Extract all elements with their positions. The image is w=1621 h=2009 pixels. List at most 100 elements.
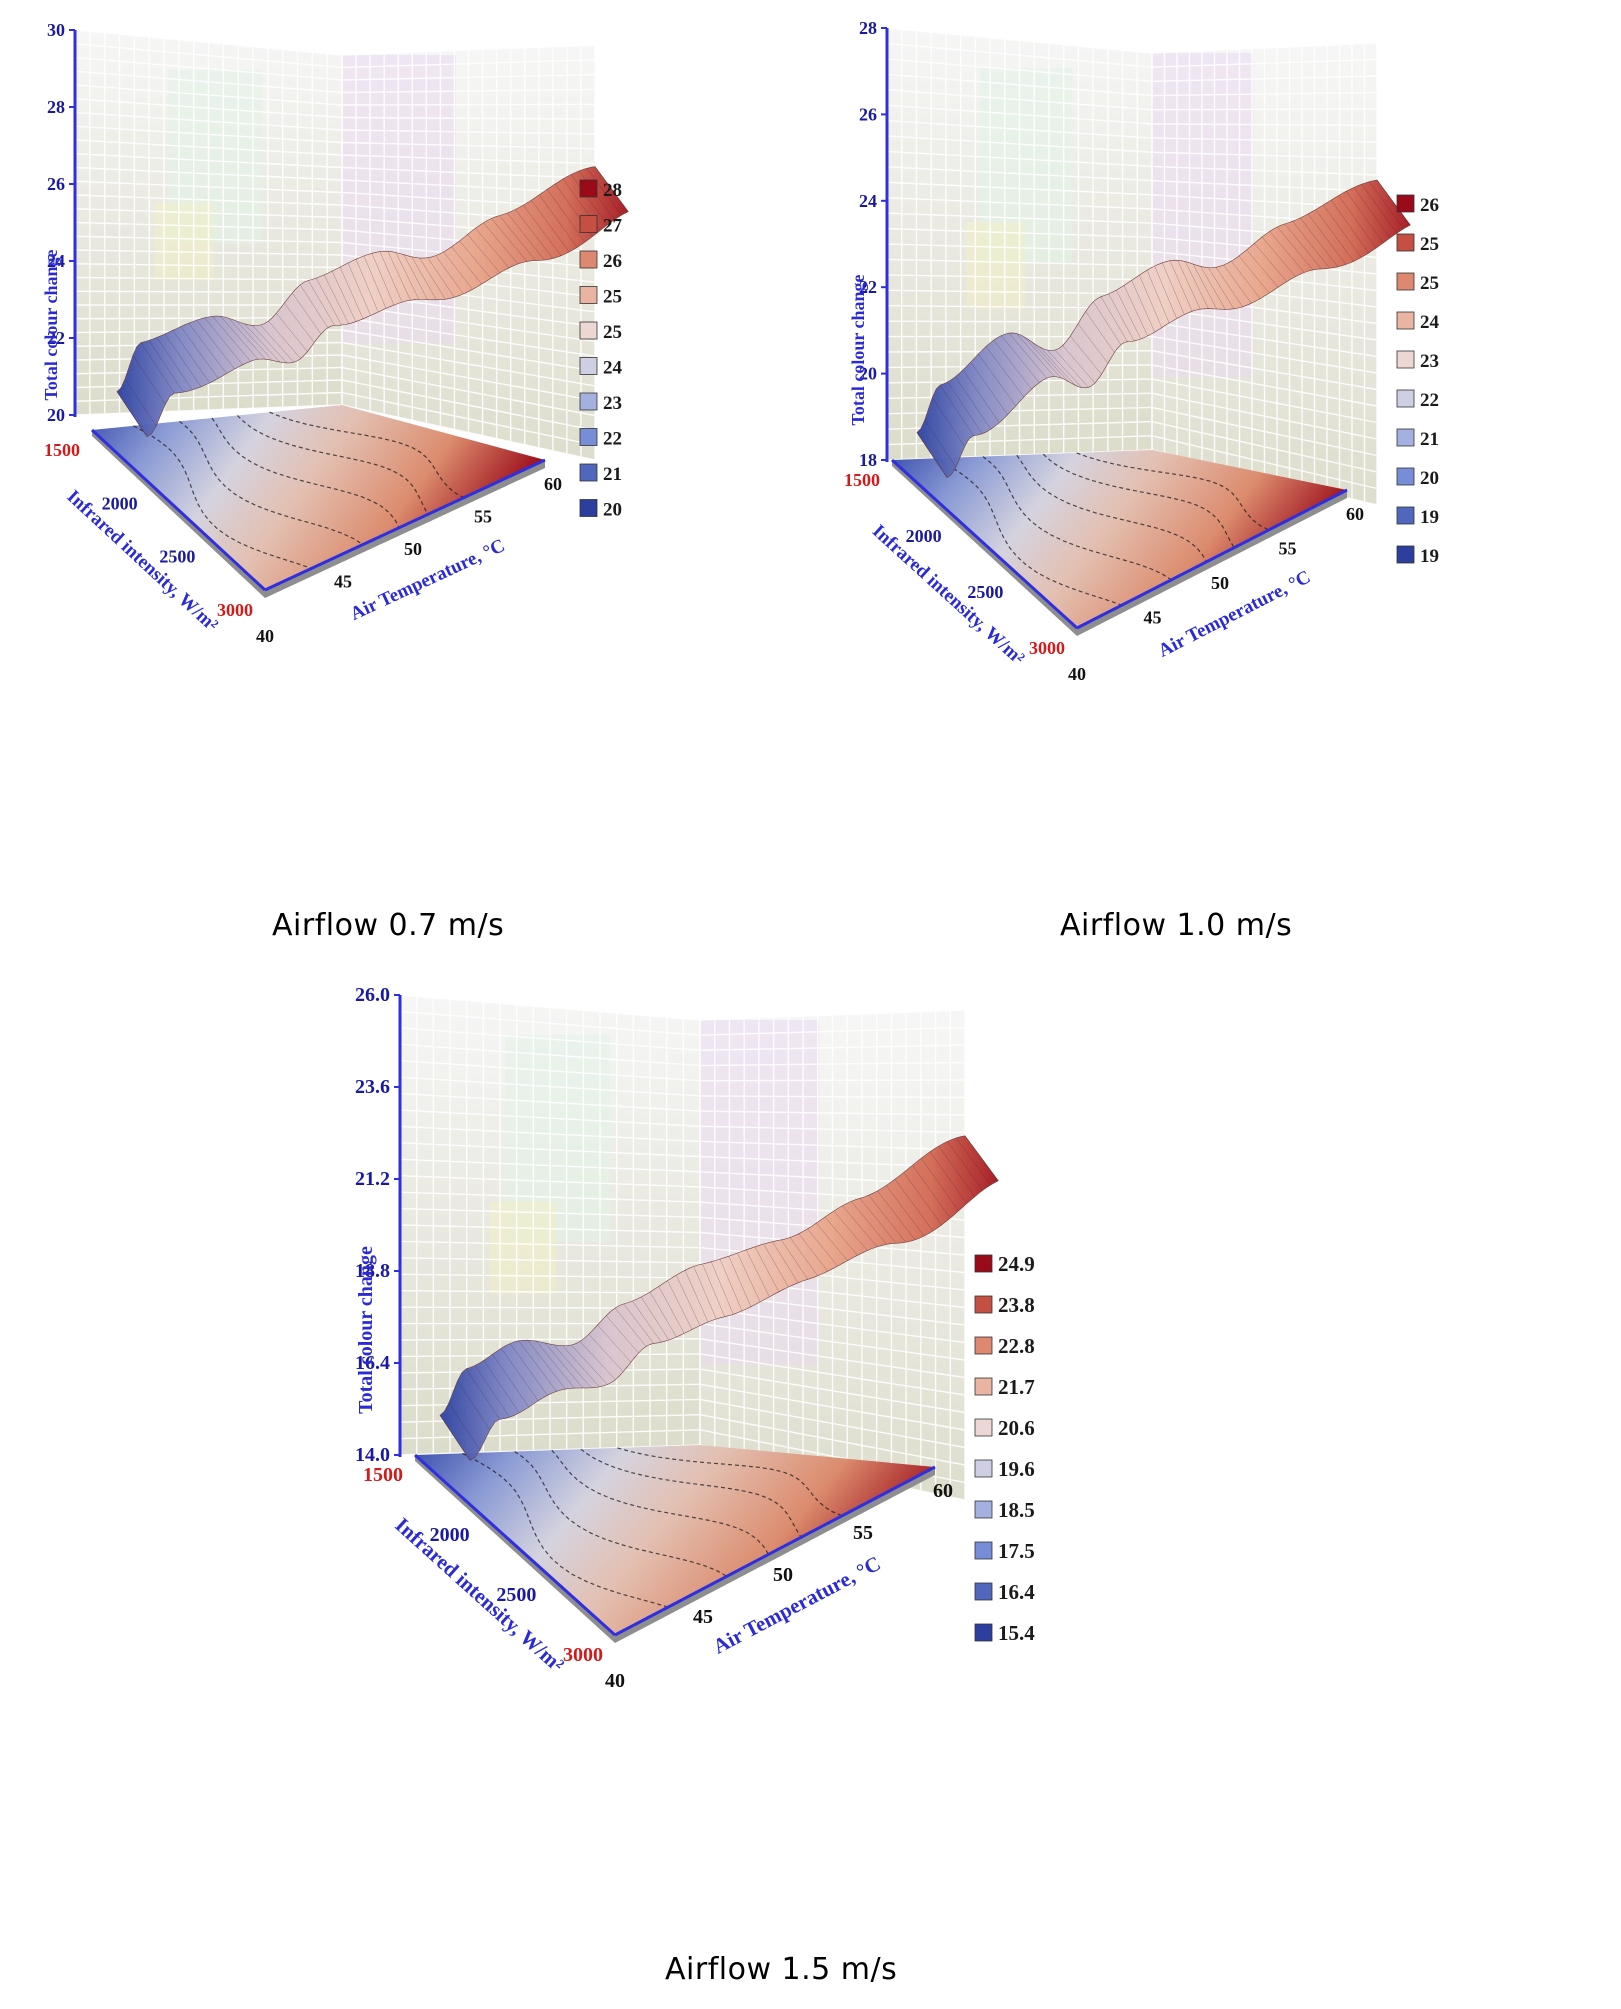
chart-caption: Airflow 1.0 m/s — [1060, 908, 1293, 943]
z-tick-label: 28 — [47, 97, 65, 117]
legend-swatch — [579, 392, 598, 411]
legend-swatch — [974, 1500, 993, 1519]
x-tick-label: 50 — [1211, 573, 1229, 593]
surface-chart: 14.0 16.4 18.8 21.2 23.6 26.0 Total colour cha… — [355, 984, 1035, 1692]
contour-floor — [415, 1445, 935, 1635]
y-axis-line — [413, 1453, 617, 1637]
z-axis-title: Total colour change — [848, 274, 868, 425]
x-tick-label: 40 — [1068, 664, 1086, 684]
z-tick-label: 18 — [859, 450, 877, 470]
legend-label: 25 — [603, 287, 622, 308]
legend-swatch — [579, 179, 598, 198]
x-tick-label: 50 — [404, 539, 422, 559]
z-tick-label: 30 — [47, 20, 65, 40]
legend-label: 23 — [603, 393, 622, 414]
legend-swatch — [579, 463, 598, 482]
z-tick-label: 21.2 — [355, 1168, 390, 1190]
legend-label: 24 — [1420, 312, 1440, 333]
legend-swatch — [974, 1377, 993, 1396]
surface-mesh — [439, 1135, 999, 1461]
legend-swatch — [1396, 389, 1415, 408]
legend-label: 19 — [1420, 507, 1439, 528]
x-tick-label: 45 — [1144, 608, 1162, 628]
legend-label: 20.6 — [998, 1416, 1035, 1440]
x-tick-label: 60 — [544, 474, 562, 494]
y-tick-label: 2500 — [496, 1584, 536, 1606]
y-axis-line — [890, 458, 1079, 630]
z-tick-label: 26 — [859, 104, 877, 124]
surface-mesh — [116, 166, 629, 437]
y-tick-label: 2500 — [159, 547, 195, 567]
chart-panel-airflow-1-5: 14.0 16.4 18.8 21.2 23.6 26.0 Total colour cha… — [355, 984, 1240, 1935]
floor-edge — [892, 460, 1347, 636]
y-tick-label: 3000 — [217, 600, 253, 620]
x-tick-label: 40 — [256, 626, 274, 646]
legend-swatch — [974, 1418, 993, 1437]
legend-swatch — [579, 286, 598, 304]
x-tick-label: 60 — [933, 1480, 953, 1502]
x-tick-label: 60 — [1346, 504, 1364, 524]
z-tick-label: 23.6 — [355, 1076, 390, 1098]
legend-swatch — [1396, 233, 1415, 252]
z-tick-label: 26 — [47, 174, 65, 194]
legend-label: 17.5 — [998, 1539, 1035, 1563]
legend-swatch — [579, 499, 598, 517]
x-tick-label: 40 — [605, 1670, 625, 1692]
x-tick-label: 55 — [474, 507, 492, 527]
legend-swatch — [974, 1459, 993, 1478]
x-axis-line — [614, 1465, 936, 1637]
z-axis-title: Total colour change — [41, 249, 61, 400]
chart-caption: Airflow 1.5 m/s — [665, 1952, 898, 1987]
legend-swatch — [1396, 545, 1415, 564]
legend-swatch — [974, 1254, 993, 1273]
wall-tint — [966, 222, 1025, 309]
z-tick-label: 24 — [859, 191, 877, 211]
legend-label: 25 — [1420, 273, 1439, 294]
legend-swatch — [579, 321, 598, 340]
x-axis-line — [1076, 488, 1348, 630]
legend-swatch — [579, 215, 598, 233]
legend-label: 15.4 — [998, 1621, 1035, 1645]
y-tick-label: 2000 — [906, 526, 942, 546]
x-axis-line — [264, 458, 546, 592]
response-surface — [916, 179, 1411, 479]
legend-label: 20 — [1420, 468, 1439, 489]
legend-label: 23 — [1420, 351, 1439, 372]
legend-swatch — [1396, 350, 1415, 369]
legend-label: 21 — [1420, 429, 1439, 450]
legend-label: 22 — [1420, 390, 1439, 411]
y-tick-label: 3000 — [563, 1644, 603, 1666]
wall-tint — [490, 1202, 556, 1294]
contour-lines — [462, 1447, 843, 1608]
z-tick-label: 26.0 — [355, 984, 390, 1006]
legend-label: 25 — [603, 322, 622, 343]
surface-chart: 20 22 24 26 28 30 Total colour change 1500 2000 2… — [41, 20, 629, 646]
legend-label: 19 — [1420, 546, 1439, 567]
y-tick-label: 2000 — [430, 1524, 470, 1546]
legend-swatch — [1396, 311, 1415, 330]
wall-grid — [399, 994, 966, 1501]
y-tick-label: 3000 — [1029, 638, 1065, 658]
legend-label: 22 — [603, 429, 622, 450]
y-tick-label: 1500 — [363, 1464, 403, 1486]
surface-chart: 18 20 22 24 26 28 Total colour change 1500 2000 2… — [844, 18, 1440, 684]
legend-label: 23.8 — [998, 1293, 1035, 1317]
x-tick-label: 55 — [1279, 539, 1297, 559]
z-tick-label: 18.8 — [355, 1260, 390, 1282]
legend-swatch — [579, 250, 598, 269]
legend-swatch — [974, 1336, 993, 1355]
legend-swatch — [1396, 467, 1415, 486]
legend-swatch — [974, 1582, 993, 1601]
x-tick-label: 55 — [853, 1522, 873, 1544]
legend-swatch — [579, 357, 598, 375]
response-surface — [116, 166, 629, 438]
legend-label: 22.8 — [998, 1334, 1035, 1358]
legend-label: 27 — [603, 216, 623, 237]
x-tick-label: 45 — [693, 1606, 713, 1628]
legend-swatch — [974, 1541, 993, 1560]
chart-caption: Airflow 0.7 m/s — [272, 908, 505, 943]
legend-label: 21 — [603, 464, 622, 485]
legend-label: 24 — [603, 358, 623, 379]
chart-panel-airflow-1-0: 18 20 22 24 26 28 Total colour change 1500 2000 2… — [812, 18, 1602, 880]
x-tick-label: 50 — [773, 1564, 793, 1586]
